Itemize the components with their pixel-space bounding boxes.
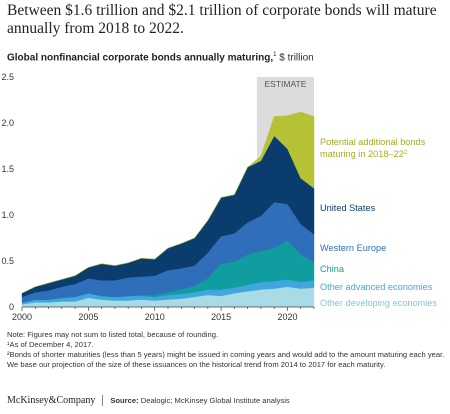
estimate-label: ESTIMATE xyxy=(265,79,307,89)
x-tick-label: 2010 xyxy=(145,312,165,322)
x-tick-label: 2015 xyxy=(211,312,231,322)
y-tick-label: 2.5 xyxy=(1,72,14,82)
chart-title-text: Global nonfinancial corporate bonds annu… xyxy=(7,52,274,64)
area-series-group xyxy=(21,111,315,308)
brand-logo: McKinsey&Company xyxy=(7,394,96,406)
footer-divider xyxy=(102,394,104,406)
axes: 0 0.5 1.0 1.5 2.0 2.5 2000 2005 2010 2015 2020 xyxy=(1,72,315,322)
series-labels: Other developing economies Other advanced… xyxy=(320,137,437,308)
source-text: Dealogic; McKinsey Global Institute anal… xyxy=(140,395,290,405)
series-label-4: United States xyxy=(320,203,376,213)
series-label-0: Other developing economies xyxy=(320,298,437,308)
chart-title-footnote-mark: 1 xyxy=(273,52,277,58)
chart-unit: $ trillion xyxy=(279,52,314,64)
chart-title: Global nonfinancial corporate bonds annu… xyxy=(7,52,314,63)
x-tick-label: 2005 xyxy=(78,312,98,322)
y-tick-label: 1.5 xyxy=(1,164,14,174)
footnote-2: ²Bonds of shorter maturities (less than … xyxy=(7,350,445,369)
footer: McKinsey&Company Source: Dealogic; McKin… xyxy=(7,393,447,407)
x-tick-label: 2020 xyxy=(277,312,297,322)
notes: Note: Figures may not sum to listed tota… xyxy=(7,330,447,370)
series-label-2: China xyxy=(320,264,345,274)
y-tick-label: 0 xyxy=(9,302,14,312)
y-tick-label: 2.0 xyxy=(1,118,14,128)
x-tick-label: 2000 xyxy=(12,312,32,322)
y-tick-label: 0.5 xyxy=(1,256,14,266)
source-line: Source: Dealogic; McKinsey Global Instit… xyxy=(110,396,289,405)
footnote-1: ¹As of December 4, 2017. xyxy=(7,340,94,349)
series-label-1: Other advanced economies xyxy=(320,282,433,292)
y-tick-label: 1.0 xyxy=(1,210,14,220)
headline: Between $1.6 trillion and $2.1 trillion … xyxy=(7,2,437,37)
area-series-5 xyxy=(21,111,315,294)
chart: ESTIMATE 0 0.5 1.0 1.5 2.0 2.5 2000 2005 2010 201… xyxy=(1,72,437,322)
series-label-3: Western Europe xyxy=(320,243,386,253)
series-label-5: Potential additional bonds maturing in 20… xyxy=(320,137,426,159)
note-text: Note: Figures may not sum to listed tota… xyxy=(7,330,219,339)
source-label: Source: xyxy=(110,395,139,405)
